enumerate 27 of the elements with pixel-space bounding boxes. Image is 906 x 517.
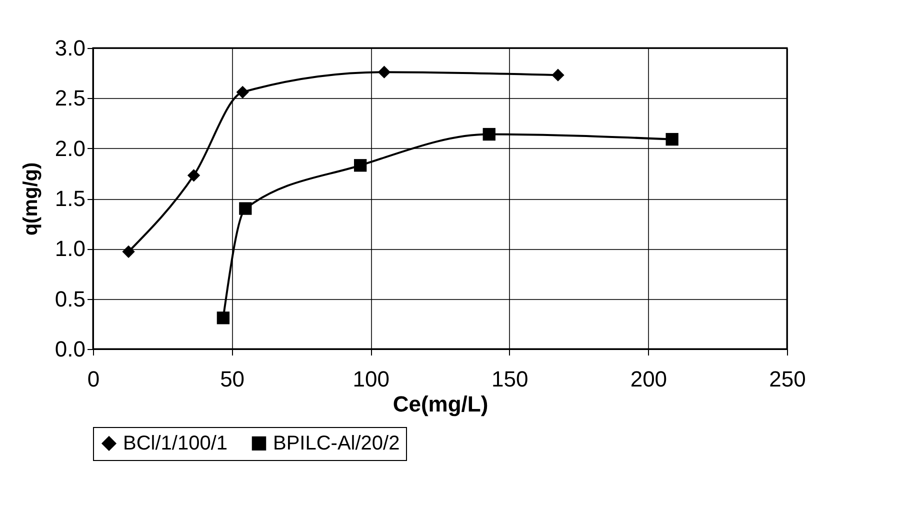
- point: [239, 202, 252, 215]
- point: [122, 245, 135, 258]
- x-tick-label: 250: [769, 366, 806, 392]
- point: [216, 312, 230, 324]
- x-tick-label: 100: [352, 366, 390, 392]
- point: [187, 169, 200, 182]
- x-tick-label: 200: [630, 366, 668, 392]
- point: [354, 159, 367, 172]
- x-tick-label: 0: [87, 366, 100, 392]
- x-axis-title: Ce(mg/L): [392, 392, 488, 416]
- y-tick-label: 1.0: [54, 236, 86, 262]
- legend-label: BCl/1/100/1: [123, 432, 228, 454]
- legend-label: BPILC-Al/20/2: [273, 432, 400, 454]
- y-axis-title: q(mg/g): [20, 162, 42, 236]
- x-tick-label: 50: [220, 366, 245, 392]
- x-tick-label: 150: [492, 366, 528, 392]
- point: [482, 128, 496, 141]
- y-tick-label: 3.0: [54, 36, 86, 60]
- point: [236, 86, 249, 98]
- y-tick-label: 1.5: [54, 186, 86, 211]
- y-tick-label: 0.5: [54, 286, 86, 312]
- y-tick-label: 2.0: [54, 136, 86, 161]
- y-tick-label: 2.5: [54, 86, 86, 111]
- y-tick-label: 0.0: [54, 336, 86, 362]
- point: [666, 132, 678, 146]
- point: [378, 66, 391, 78]
- point: [552, 68, 564, 82]
